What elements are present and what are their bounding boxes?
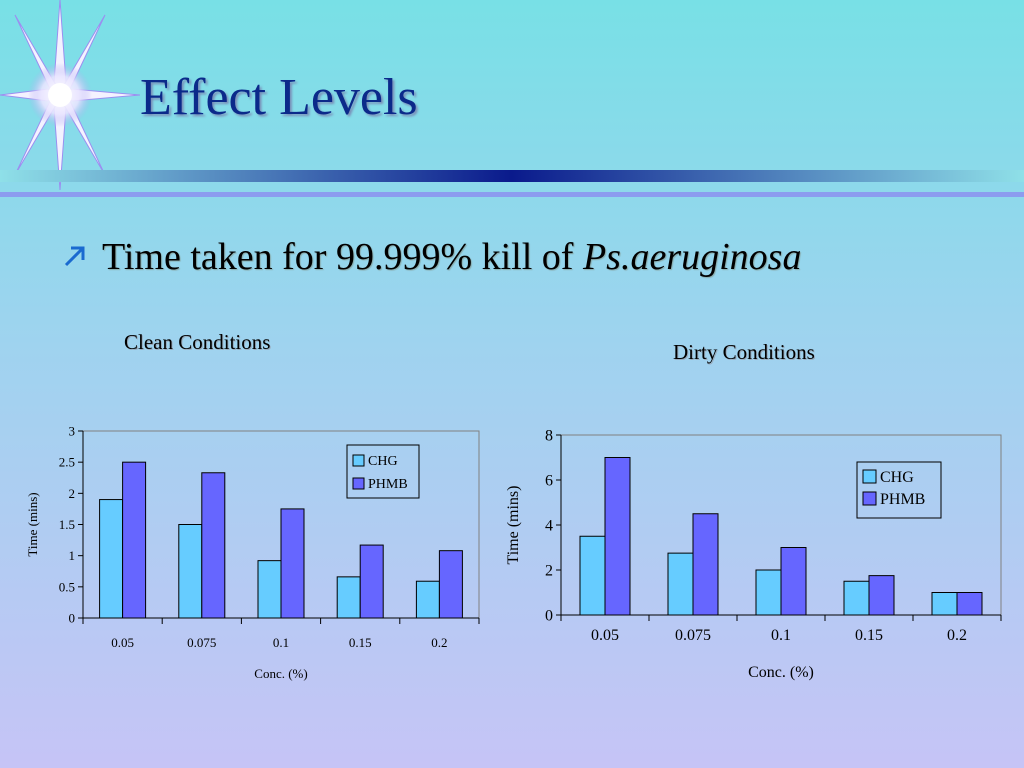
legend-label-phmb: PHMB (880, 491, 925, 508)
starburst-logo (0, 0, 140, 190)
bar-chg (579, 535, 606, 616)
bar-phmb (604, 457, 631, 616)
y-tick-label: 0 (69, 611, 76, 626)
x-tick-label: 0.075 (187, 635, 216, 650)
x-tick-label: 0.05 (111, 635, 134, 650)
y-tick-label: 3 (69, 424, 76, 439)
arrow-up-right-icon (62, 235, 92, 279)
y-axis-label: Time (mins) (25, 492, 40, 556)
x-tick-label: 0.05 (591, 627, 619, 644)
legend: CHG PHMB (346, 444, 420, 499)
bar-chg (257, 560, 282, 619)
bar-chg (99, 499, 124, 619)
bar-chg (931, 592, 958, 616)
y-tick-label: 0 (545, 608, 553, 625)
bullet-text: Time taken for 99.999% kill of (102, 236, 583, 278)
bullet-point: Time taken for 99.999% kill of Ps.aerugi… (62, 235, 801, 279)
y-tick-label: 2.5 (59, 455, 75, 470)
x-axis-label: Conc. (%) (748, 664, 814, 681)
bar-chg (178, 524, 203, 619)
legend-label-chg: CHG (368, 454, 398, 469)
chart-clean-title: Clean Conditions (124, 330, 271, 354)
legend: CHG PHMB (856, 461, 942, 519)
bar-phmb (692, 513, 719, 616)
chart-dirty: 0 2 4 6 8 0.05 0.075 0.1 0.15 0.2 Conc. (%) Time (m… (505, 428, 1002, 681)
bar-phmb (280, 508, 305, 619)
x-tick-label: 0.2 (947, 627, 967, 644)
y-tick-label: 1.5 (59, 517, 75, 532)
y-tick-label: 0.5 (59, 579, 75, 594)
chart-dirty-title: Dirty Conditions (673, 340, 815, 364)
x-tick-label: 0.15 (855, 627, 883, 644)
bar-chg (755, 569, 782, 616)
y-axis-label: Time (mins) (505, 486, 522, 565)
bar-chg (667, 552, 694, 616)
x-tick-label: 0.1 (273, 635, 289, 650)
x-tick-label: 0.1 (771, 627, 791, 644)
legend-swatch-phmb (352, 477, 365, 490)
legend-swatch-phmb (862, 491, 877, 506)
bar-phmb (868, 575, 895, 616)
x-tick-label: 0.2 (431, 635, 447, 650)
bar-phmb (359, 544, 384, 619)
bar-phmb (780, 547, 807, 616)
bar-chg (336, 576, 361, 619)
slide-title: Effect Levels (140, 69, 418, 126)
title-divider (0, 170, 1024, 197)
y-tick-label: 6 (545, 473, 553, 490)
legend-box (346, 444, 420, 499)
legend-box (856, 461, 942, 519)
bar-phmb (122, 461, 147, 619)
legend-label-chg: CHG (880, 469, 914, 486)
bar-phmb (956, 592, 983, 616)
x-tick-label: 0.15 (349, 635, 372, 650)
y-tick-label: 8 (545, 428, 553, 445)
bar-phmb (438, 550, 463, 619)
bar-phmb (201, 472, 226, 619)
y-tick-label: 2 (545, 563, 553, 580)
legend-swatch-chg (352, 454, 365, 467)
y-tick-label: 4 (545, 518, 553, 535)
legend-label-phmb: PHMB (368, 477, 408, 492)
bar-chg (415, 580, 440, 619)
x-tick-label: 0.075 (675, 627, 711, 644)
bar-chg (843, 580, 870, 616)
x-axis-label: Conc. (%) (254, 666, 307, 681)
legend-swatch-chg (862, 469, 877, 484)
chart-clean: 0 0.5 1 1.5 2 2.5 3 0.05 0.075 0.1 0.15 0.2 Conc. (%… (25, 424, 480, 681)
bullet-italic-species: Ps.aeruginosa (582, 236, 802, 278)
y-tick-label: 2 (69, 486, 76, 501)
y-tick-label: 1 (69, 548, 76, 563)
